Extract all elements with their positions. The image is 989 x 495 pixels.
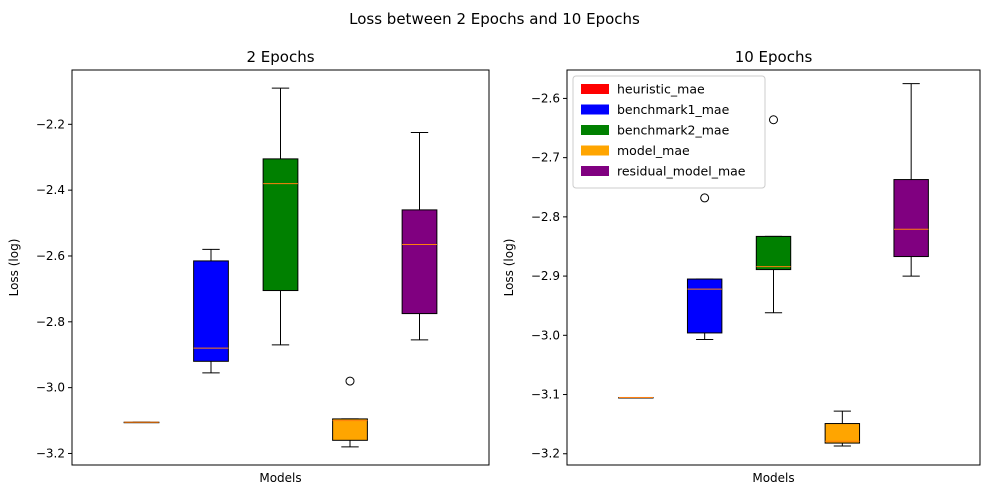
box-residual_model_mae — [893, 179, 929, 258]
subplot-title: 10 Epochs — [735, 48, 813, 66]
y-tick-label: −2.9 — [531, 269, 560, 283]
y-tick-label: −2.4 — [36, 183, 65, 197]
legend-swatch — [581, 125, 609, 135]
y-tick-label: −3.2 — [531, 447, 560, 461]
legend-entry: benchmark2_mae — [617, 123, 730, 138]
box-benchmark1_mae — [686, 278, 723, 334]
y-tick-label: −2.6 — [36, 249, 65, 263]
x-axis-label: Models — [752, 471, 794, 485]
panel-2-epochs: 2 Epochs −3.2 −3.0 −2.8 −2.6 −2.4 −2.2 Models Lo… — [7, 48, 490, 485]
box-benchmark2_mae — [262, 158, 299, 292]
y-axis-label: Loss (log) — [502, 239, 516, 297]
legend-entry: model_mae — [617, 143, 690, 158]
legend-frame — [572, 75, 766, 189]
legend-swatch — [581, 145, 609, 156]
y-tick-label: −3.0 — [36, 381, 65, 395]
y-tick-label: −3.2 — [36, 446, 65, 460]
legend-swatch — [581, 104, 609, 115]
box-model_mae — [332, 418, 368, 441]
legend-entry: residual_model_mae — [617, 164, 746, 179]
y-axis-label: Loss (log) — [7, 239, 21, 297]
outlier-model_mae — [345, 376, 355, 386]
y-tick-label: −3.0 — [531, 328, 560, 342]
box-residual_model_mae — [401, 209, 438, 315]
legend-entry: heuristic_mae — [617, 82, 705, 97]
box-benchmark1_mae — [193, 260, 229, 362]
legend-swatch — [581, 166, 609, 176]
plot-frame — [566, 69, 981, 466]
figure-title: Loss between 2 Epochs and 10 Epochs — [349, 10, 640, 28]
y-tick-label: −2.6 — [531, 91, 560, 105]
box-benchmark2_mae — [755, 235, 792, 271]
y-tick-label: −2.7 — [531, 151, 560, 165]
y-tick-label: −2.8 — [531, 210, 560, 224]
outlier-benchmark2_mae — [769, 115, 778, 125]
legend-entry: benchmark1_mae — [617, 102, 730, 117]
legend: heuristic_mae benchmark1_mae benchmark2_ma… — [572, 75, 766, 189]
y-tick-label: −3.1 — [531, 388, 560, 402]
legend-swatch — [581, 84, 609, 94]
y-tick-label: −2.8 — [36, 315, 65, 329]
subplot-title: 2 Epochs — [246, 48, 314, 66]
outlier-benchmark1_mae — [700, 193, 710, 203]
x-axis-label: Models — [259, 471, 301, 485]
plot-frame — [71, 69, 490, 466]
box-model_mae — [824, 423, 861, 444]
y-tick-label: −2.2 — [36, 117, 65, 131]
panel-10-epochs: 10 Epochs −3.2 −3.1 −3.0 −2.9 −2.8 −2.7 −2.6 Mod… — [502, 48, 981, 485]
